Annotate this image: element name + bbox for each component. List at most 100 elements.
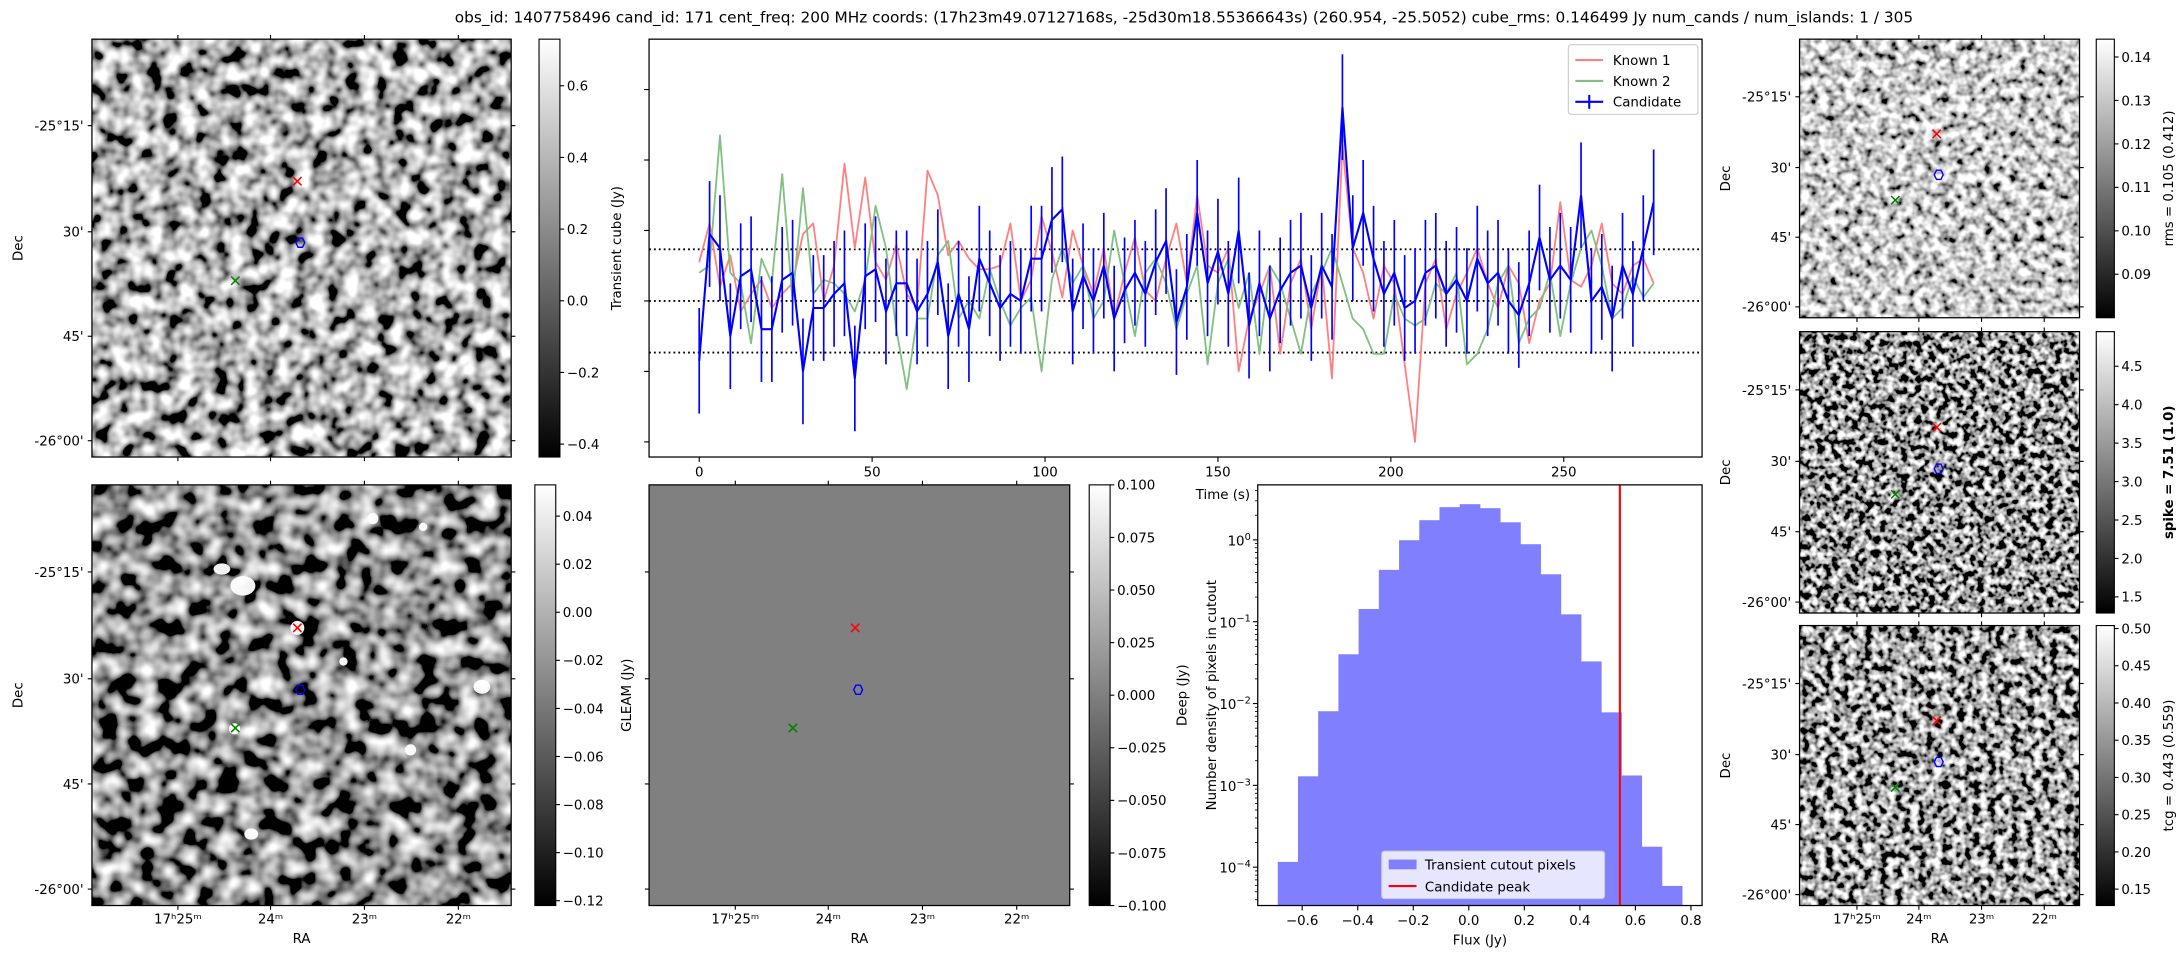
x-tick-label: 150 <box>1205 466 1231 481</box>
x-tick-label: −0.6 <box>1286 914 1318 929</box>
bright-source <box>213 563 231 575</box>
known-source-2-marker <box>1890 489 1901 500</box>
known-source-1-marker <box>292 176 303 186</box>
histogram-bar <box>1601 712 1622 906</box>
light-curve-series <box>649 54 1703 443</box>
known-source-2-marker <box>230 723 241 733</box>
image-pixels <box>1799 39 2080 318</box>
colorbar-tick-label: 0.15 <box>2121 883 2151 898</box>
histogram-bar <box>1479 508 1501 906</box>
x-axis-label: Flux (Jy) <box>1453 934 1507 949</box>
y-tick-label: 10−1 <box>1219 614 1250 632</box>
histogram-bar <box>1297 776 1319 906</box>
x-tick-label: 0.6 <box>1625 914 1646 929</box>
legend-label: Known 1 <box>1613 54 1671 69</box>
colorbar-tick-label: −0.12 <box>563 895 604 910</box>
histogram-bar <box>1459 504 1481 906</box>
colorbar-tick-label: 2.0 <box>2121 552 2142 567</box>
x-tick-label: 0.0 <box>1458 914 1479 929</box>
dec-tick-label: -25°15' <box>1742 384 1791 399</box>
axes-frame <box>1798 331 2081 614</box>
known-source-1-marker <box>1932 716 1942 726</box>
candidate-marker <box>1933 169 1944 181</box>
rms-colorbar-label: rms = 0.105 (0.412) <box>2162 110 2177 246</box>
histogram-bar <box>1500 522 1521 906</box>
figure-title: obs_id: 1407758496 cand_id: 171 cent_fre… <box>455 8 1913 27</box>
y-axis-label: Number density of pixels in cutout <box>1205 580 1220 810</box>
colorbar-tick-label: −0.075 <box>1117 847 1166 862</box>
dec-tick-label: -26°00' <box>1742 301 1791 316</box>
ra-tick-label: 17ʰ25ᵐ <box>711 913 759 928</box>
colorbar-tick-label: 2.5 <box>2121 514 2142 529</box>
ra-axis-label: RA <box>850 932 869 947</box>
colorbar-tick-label: 0.40 <box>2121 697 2151 712</box>
axes-frame <box>91 38 512 458</box>
ra-tick-label: 23ᵐ <box>1969 913 1994 928</box>
legend-box <box>1381 850 1606 900</box>
histogram-bar <box>1439 507 1461 906</box>
light-curve-plot: 0 50 100 150 200 250 Time (s) Known 1 Known 2 Can… <box>644 38 1703 503</box>
axes-frame <box>91 484 512 907</box>
colorbar-tick-label: 0.075 <box>1117 531 1155 546</box>
colorbar-tick-label: 0.11 <box>2121 181 2151 196</box>
ra-tick-label: 17ʰ25ᵐ <box>1833 913 1881 928</box>
gleam-colorbar: −0.12 −0.10 −0.08 −0.06 −0.04 −0.02 0.00 0.02 0.… <box>534 484 604 910</box>
histogram-bar <box>1358 608 1380 906</box>
gleam-image: -25°15' 30' 45' -26°00' 17ʰ25ᵐ 24ᵐ 23ᵐ 22ᵐ RA <box>34 480 516 947</box>
image-pixels <box>91 484 512 906</box>
colorbar-tick-label: −0.02 <box>563 654 604 669</box>
histogram-bar <box>1560 614 1582 906</box>
colorbar-tick-label: 3.0 <box>2121 475 2142 490</box>
bright-source <box>230 576 256 596</box>
legend-label: Candidate peak <box>1425 881 1530 896</box>
known-source-2-marker <box>1890 195 1901 205</box>
histogram-bar <box>1580 661 1602 906</box>
x-tick-label: −0.2 <box>1397 914 1429 929</box>
light-curve-frame <box>648 38 1703 458</box>
gleam-colorbar-label: GLEAM (Jy) <box>620 658 635 731</box>
tcg-colorbar-label: tcg = 0.443 (0.559) <box>2162 700 2177 832</box>
histogram-bar <box>1661 885 1683 906</box>
candidate-marker <box>295 237 306 248</box>
ra-tick-label: 24ᵐ <box>1906 913 1931 928</box>
light-curve-legend: Known 1 Known 2 Candidate <box>1567 44 1699 115</box>
ra-tick-label: 24ᵐ <box>816 913 841 928</box>
colorbar-tick-label: 0.25 <box>2121 809 2151 824</box>
dec-axis-label: Dec <box>1719 753 1734 779</box>
candidate-marker <box>1933 756 1944 768</box>
tcg-colorbar: 0.15 0.20 0.25 0.30 0.35 0.40 0.45 0.50 <box>2095 622 2151 907</box>
known-source-1-marker <box>292 623 303 633</box>
legend-label: Known 2 <box>1613 75 1671 90</box>
dec-tick-label: 45' <box>1771 231 1792 246</box>
axes-frame <box>1798 38 2081 319</box>
y-tick-label: 10−4 <box>1219 859 1250 877</box>
transient-colorbar-label: Transient cube (Jy) <box>610 186 625 311</box>
transient-cube-image: -25°15' 30' 45' -26°00' <box>34 34 516 462</box>
known-source-1-marker <box>1932 422 1942 433</box>
deep-colorbar: −0.100 −0.075 −0.050 −0.025 0.000 0.025 0.050 0… <box>1088 479 1167 914</box>
legend-swatch-bars <box>1388 859 1417 870</box>
dec-tick-label: 45' <box>63 778 84 793</box>
known-source-2-marker <box>1890 782 1901 793</box>
colorbar-tick-label: 0.04 <box>563 510 593 525</box>
plot-layer: -25°15' 30' 45' -26°00' Dec −0.4 −0.2 0.0 0.2 0.4… <box>11 34 2177 949</box>
bright-source <box>367 512 379 525</box>
dec-tick-label: -26°00' <box>1742 888 1791 903</box>
histogram-frame <box>1257 484 1703 907</box>
histogram-bar <box>1621 775 1643 906</box>
colorbar-tick-label: −0.025 <box>1117 742 1166 757</box>
ra-tick-label: 22ᵐ <box>2032 913 2057 928</box>
x-tick-label: 50 <box>864 466 881 481</box>
colorbar-tick-label: 0.35 <box>2121 734 2151 749</box>
bright-source <box>404 744 417 756</box>
x-tick-label: 250 <box>1551 466 1577 481</box>
dec-tick-label: -26°00' <box>34 435 83 450</box>
colorbar-tick-label: 0.00 <box>563 606 593 621</box>
dec-tick-label: -26°00' <box>1742 596 1791 611</box>
colorbar-tick-label: 0.4 <box>567 151 588 166</box>
colorbar-tick-label: 0.000 <box>1117 689 1155 704</box>
dec-tick-label: 30' <box>1771 748 1792 763</box>
dec-tick-label: 30' <box>1771 161 1792 176</box>
dec-axis-label: Dec <box>11 682 26 708</box>
colorbar-tick-label: 0.50 <box>2121 622 2151 637</box>
